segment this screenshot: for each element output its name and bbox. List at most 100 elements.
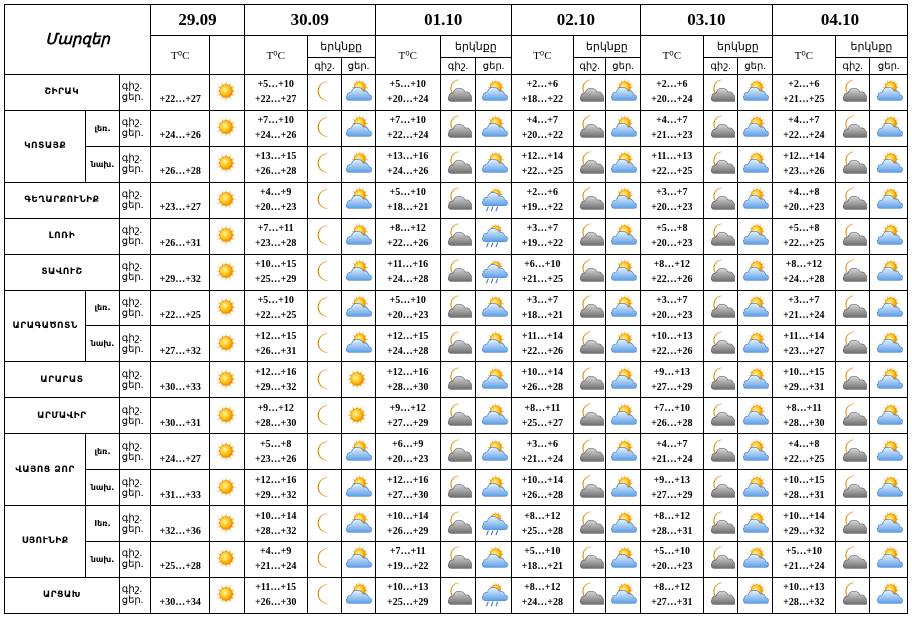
subregion-label: լեռ. (85, 289, 120, 327)
partly-cloudy-day-icon (605, 74, 641, 111)
sun-icon (209, 433, 245, 471)
temp-cell: +4…+7 +21…+23 (639, 109, 704, 147)
partly-cloudy-day-icon (475, 145, 512, 183)
partly-cloudy-day-icon (341, 469, 376, 507)
partly-cloudy-day-icon (475, 469, 512, 507)
day-temp: +22…+25 (254, 309, 297, 321)
day-temp: +18…+21 (521, 561, 563, 573)
temp-unit-header: T⁰C (243, 35, 308, 75)
day-temp: +22…+24 (783, 130, 825, 142)
night-temp: +2…+6 (656, 79, 688, 91)
partly-cloudy-night-icon (572, 253, 607, 291)
date-header: 04.10 (771, 4, 909, 36)
day-temp: +25…+28 (159, 561, 201, 573)
partly-cloudy-day-icon (737, 217, 773, 255)
day-temp: +28…+32 (783, 597, 825, 609)
night-temp: +10…+13 (783, 582, 825, 594)
temp-cell: +5…+10 +21…+24 (771, 540, 836, 578)
temp-cell: +7…+11 +23…+28 (243, 217, 308, 255)
day-temp: +22…+25 (783, 453, 825, 465)
day-temp: +19…+22 (521, 238, 563, 250)
day-temp: +23…+27 (783, 345, 825, 357)
partly-cloudy-day-icon (869, 109, 908, 147)
day-label: ցեր. (121, 307, 144, 319)
time-of-day-cell: գիշ. ցեր. (118, 505, 152, 542)
partly-cloudy-night-icon (834, 253, 871, 291)
temp-cell: +7…+10 +26…+28 (639, 397, 704, 435)
partly-cloudy-night-icon (702, 217, 739, 255)
day-temp: +24…+28 (521, 597, 563, 609)
day-label: ցեր. (121, 415, 144, 427)
table-row: ԼՈՌԻ գիշ. ցեր. +26…+31 +7…+11 +23…+28 +8…+12… (4, 217, 908, 255)
crescent-moon-icon (306, 74, 343, 111)
temp-cell: +10…+14 +26…+28 (510, 361, 574, 399)
subregion-label: նախ. (85, 325, 120, 363)
night-label: գիշ. (121, 476, 143, 488)
sun-cloud-rain-icon (475, 253, 512, 291)
night-temp: +8…+12 (653, 259, 691, 271)
partly-cloudy-night-icon (439, 109, 477, 147)
partly-cloudy-night-icon (702, 253, 739, 291)
day-temp: +23…+27 (159, 202, 201, 214)
partly-cloudy-night-icon (834, 325, 871, 363)
region-name: ԿՈՏԱՅՔ (3, 109, 87, 183)
table-row: ԱՐՄԱՎԻՐ գիշ. ցեր. +30…+31 +9…+12 +28…+30 +9…… (4, 397, 908, 435)
temp-cell: +4…+7 +21…+24 (639, 433, 704, 471)
date-header: 01.10 (374, 4, 512, 36)
day-temp: +28…+32 (254, 525, 297, 537)
day-temp: +23…+26 (783, 166, 825, 178)
partly-cloudy-day-icon (737, 109, 773, 147)
partly-cloudy-night-icon (439, 253, 477, 291)
partly-cloudy-day-icon (605, 181, 641, 219)
temp-cell: +5…+10 +18…+21 (374, 181, 441, 219)
temp-cell: +25…+28 (150, 540, 211, 578)
day-subheader: ցեր. (341, 57, 376, 75)
partly-cloudy-day-icon (737, 433, 773, 471)
day-temp: +27…+30 (387, 489, 429, 501)
partly-cloudy-night-icon (439, 74, 477, 111)
day-temp: +22…+25 (651, 166, 693, 178)
temp-cell: +24…+26 (150, 109, 211, 147)
day-temp: +21…+24 (254, 561, 297, 573)
night-temp: +6…+10 (524, 259, 561, 271)
partly-cloudy-night-icon (834, 469, 871, 507)
partly-cloudy-night-icon (439, 540, 477, 578)
partly-cloudy-night-icon (834, 576, 871, 615)
night-temp: +4…+9 (259, 546, 292, 558)
crescent-moon-icon (306, 433, 343, 471)
partly-cloudy-day-icon (605, 361, 641, 399)
night-temp: +12…+16 (387, 366, 429, 378)
temp-cell: +5…+8 +23…+26 (243, 433, 308, 471)
temp-cell: +11…+14 +22…+26 (510, 325, 574, 363)
partly-cloudy-night-icon (834, 181, 871, 219)
partly-cloudy-day-icon (475, 325, 512, 363)
sun-icon (209, 289, 245, 327)
partly-cloudy-night-icon (834, 145, 871, 183)
table-row: նախ. գիշ. ցեր. +26…+28 +13…+15 +26…+28 +13…+… (5, 145, 908, 183)
day-label: ցեր. (121, 200, 144, 212)
temp-cell: +8…+12 +22…+26 (374, 217, 441, 255)
day-label: ցեր. (121, 379, 144, 391)
partly-cloudy-day-icon (475, 289, 512, 327)
night-temp: +10…+14 (387, 510, 429, 522)
day-temp: +20…+23 (387, 453, 429, 465)
partly-cloudy-night-icon (834, 109, 871, 147)
table-row: ՇԻՐԱԿ գիշ. ցեր. +22…+27 +5…+10 +22…+27 +5…+1… (4, 74, 908, 111)
region-name: ԼՈՌԻ (4, 217, 120, 255)
time-of-day-cell: գիշ. ցեր. (118, 397, 152, 435)
night-temp: +7…+11 (389, 546, 426, 558)
day-temp: +27…+31 (651, 597, 693, 609)
partly-cloudy-day-icon (737, 74, 773, 111)
temp-cell: +3…+7 +18…+21 (510, 289, 574, 327)
temp-cell: +8…+12 +28…+31 (639, 505, 704, 542)
day-temp: +28…+31 (651, 525, 693, 537)
night-temp: +5…+10 (389, 294, 426, 306)
sun-icon (209, 253, 245, 291)
partly-cloudy-night-icon (702, 109, 739, 147)
day-temp: +22…+26 (521, 345, 563, 357)
sun-icon (209, 325, 245, 363)
day-temp: +21…+24 (783, 309, 825, 321)
date-header: 30.09 (243, 4, 376, 36)
temp-cell: +5…+10 +22…+25 (243, 289, 308, 327)
temp-unit-header: T⁰C (771, 35, 836, 75)
